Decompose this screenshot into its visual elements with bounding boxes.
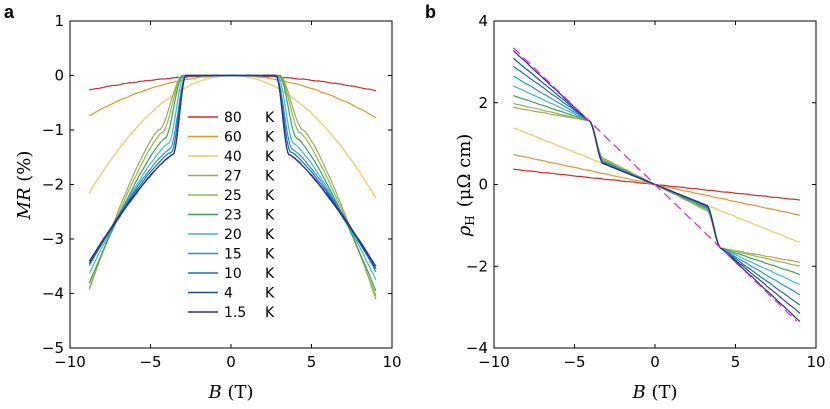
legend-label-10: 10 <box>224 266 242 282</box>
legend-unit: K <box>265 149 275 165</box>
panel-a-letter: a <box>4 2 15 22</box>
panel-b-y-axis-label: ρH(μΩ cm) <box>454 134 477 238</box>
legend-label-60: 60 <box>224 130 242 146</box>
legend-label-25: 25 <box>224 188 242 204</box>
x-tick-label: 0 <box>650 353 660 371</box>
series-line-high-field-fit <box>512 47 798 322</box>
x-tick-label: −5 <box>563 353 585 371</box>
panel-a-curves <box>88 74 377 300</box>
x-tick-label: 10 <box>806 353 825 371</box>
legend-unit: K <box>265 208 275 224</box>
legend-unit: K <box>265 169 275 185</box>
panel-b: b −10 −5 0 5 10 −4 −2 0 2 4 B (T) ρH(μΩ cm) <box>425 2 826 403</box>
x-tick-label: −10 <box>54 353 86 371</box>
panel-a-x-axis-label: B (T) <box>207 382 253 403</box>
legend-label-1.5: 1.5 <box>224 305 246 321</box>
y-tick-label: 4 <box>478 12 488 30</box>
x-tick-label: −10 <box>478 353 510 371</box>
y-tick-label: 1 <box>54 12 64 30</box>
x-tick-label: −5 <box>139 353 161 371</box>
panel-b-x-ticks: −10 −5 0 5 10 <box>478 21 826 371</box>
legend-unit: K <box>265 130 275 146</box>
y-tick-label: 0 <box>54 67 64 85</box>
panel-b-curves <box>512 47 801 322</box>
y-tick-label: −4 <box>466 339 488 357</box>
legend-label-40: 40 <box>224 149 242 165</box>
legend-label-15: 15 <box>224 247 242 263</box>
legend-unit: K <box>265 110 275 126</box>
legend-label-23: 23 <box>224 208 242 224</box>
panel-a: a −10 −5 0 5 10 −5−4−3−2−101 80 K60 K40 K27 K25 K… <box>4 2 402 403</box>
legend-unit: K <box>265 266 275 282</box>
series-line-1.5 <box>88 74 377 267</box>
legend-label-4: 4 <box>224 286 233 302</box>
y-tick-label: −3 <box>42 230 64 248</box>
y-tick-label: 0 <box>478 176 488 194</box>
y-tick-label: 2 <box>478 94 488 112</box>
y-tick-label: −2 <box>42 176 64 194</box>
legend-label-27: 27 <box>224 169 242 185</box>
legend-unit: K <box>265 286 275 302</box>
legend-label-80: 80 <box>224 110 242 126</box>
y-tick-label: −4 <box>42 285 64 303</box>
legend-unit: K <box>265 305 275 321</box>
panel-b-y-ticks: −4 −2 0 2 4 <box>466 12 816 357</box>
series-line-1.5-K <box>512 50 801 322</box>
panel-a-legend: 80 K 60 K 40 K 27 K 25 K 23 K 20 K 15 K 10 K 4 K 1.5 K <box>188 110 275 321</box>
panel-b-x-axis-label: B (T) <box>631 382 677 403</box>
legend-unit: K <box>265 247 275 263</box>
y-tick-label: −5 <box>42 339 64 357</box>
legend-unit: K <box>265 227 275 243</box>
x-tick-label: 0 <box>226 353 236 371</box>
panel-a-y-ticks: −5 −4 −3 −2 −1 0 1 <box>42 12 392 357</box>
x-tick-label: 5 <box>731 353 741 371</box>
panel-b-letter: b <box>425 2 436 22</box>
y-tick-label: −1 <box>42 121 64 139</box>
panel-a-x-ticks: −10 −5 0 5 10 <box>54 21 402 371</box>
x-tick-label: 10 <box>382 353 401 371</box>
series-line-80 <box>89 74 377 92</box>
panel-a-y-axis-label: MR (%) <box>14 151 35 221</box>
legend-label-20: 20 <box>224 227 242 243</box>
y-tick-label: −2 <box>466 257 488 275</box>
x-tick-label: 5 <box>307 353 317 371</box>
legend-unit: K <box>265 188 275 204</box>
